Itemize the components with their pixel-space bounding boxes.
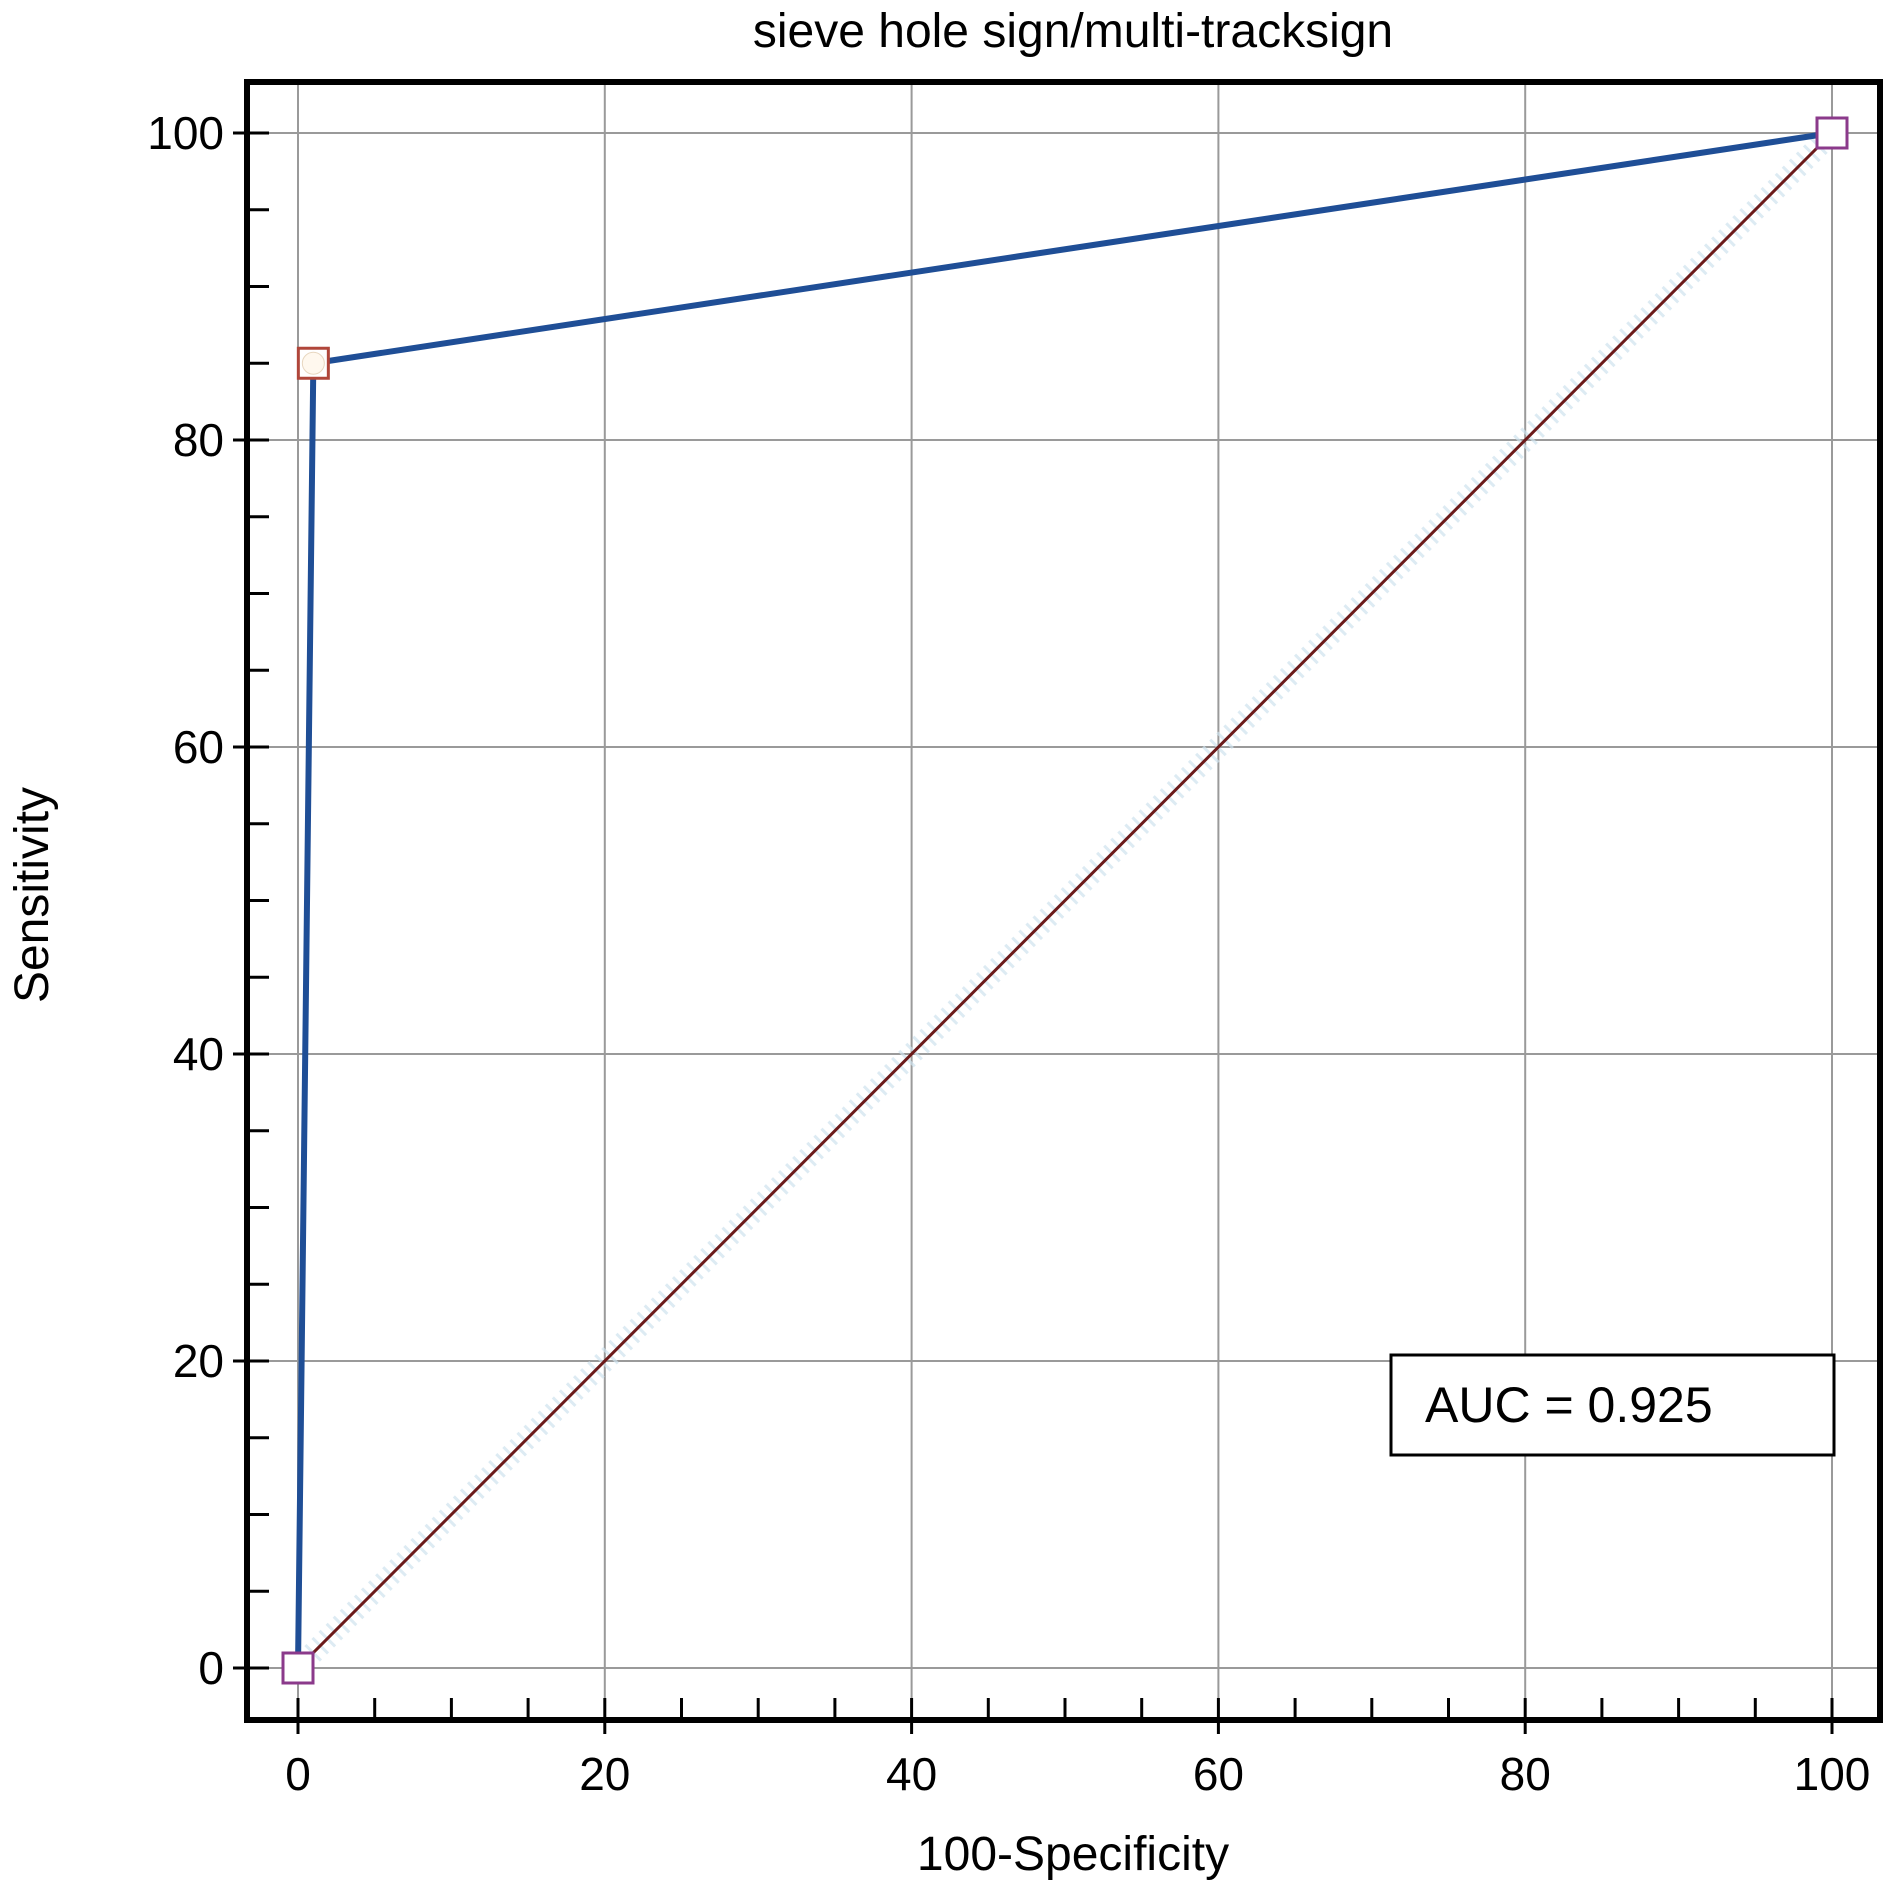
marker-layer bbox=[281, 116, 1849, 1685]
tick-labels: 0 20 40 60 80 100 0 20 40 60 80 100 bbox=[147, 107, 1870, 1800]
y-tick-label: 60 bbox=[173, 721, 224, 773]
chart-title: sieve hole sign/multi-tracksign bbox=[753, 5, 1393, 58]
roc-point bbox=[1815, 116, 1849, 150]
x-tick-label: 80 bbox=[1500, 1748, 1551, 1800]
auc-label: AUC = 0.925 bbox=[1425, 1377, 1713, 1433]
y-tick-label: 100 bbox=[147, 107, 224, 159]
y-axis-title: Sensitivity bbox=[6, 787, 59, 1003]
y-tick-label: 40 bbox=[173, 1028, 224, 1080]
auc-legend-box: AUC = 0.925 bbox=[1389, 1353, 1836, 1457]
x-tick-label: 0 bbox=[285, 1748, 311, 1800]
minor-ticks bbox=[233, 131, 1834, 1734]
y-tick-label: 20 bbox=[173, 1335, 224, 1387]
roc-cutoff-point-dot bbox=[301, 351, 325, 375]
reference-line bbox=[296, 131, 1834, 1670]
grid-layer bbox=[247, 82, 1880, 1720]
x-tick-label: 20 bbox=[579, 1748, 630, 1800]
y-tick-label: 0 bbox=[198, 1642, 224, 1694]
x-tick-label: 100 bbox=[1794, 1748, 1871, 1800]
y-tick-label: 80 bbox=[173, 414, 224, 466]
x-tick-label: 60 bbox=[1193, 1748, 1244, 1800]
roc-point bbox=[281, 1651, 315, 1685]
plot-frame bbox=[244, 79, 1883, 1723]
x-axis-title: 100-Specificity bbox=[917, 1828, 1229, 1881]
x-tick-label: 40 bbox=[886, 1748, 937, 1800]
